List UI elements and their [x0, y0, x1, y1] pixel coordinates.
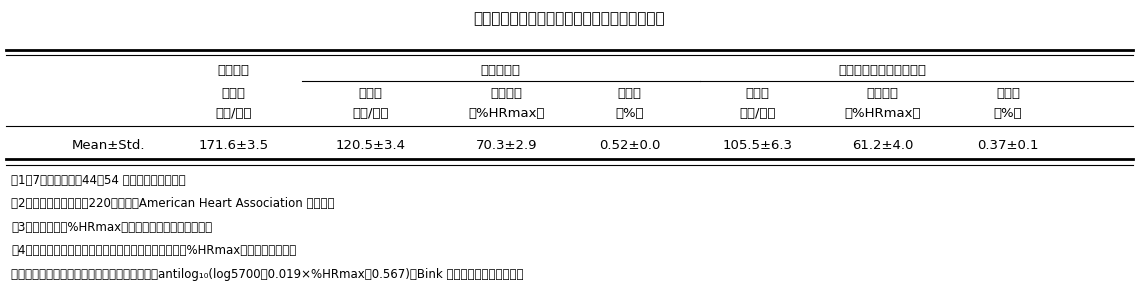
- Text: 120.5±3.4: 120.5±3.4: [335, 139, 405, 152]
- Text: （拍/分）: （拍/分）: [739, 107, 776, 120]
- Text: 0.52±0.0: 0.52±0.0: [599, 139, 661, 152]
- Text: 61.2±4.0: 61.2±4.0: [852, 139, 913, 152]
- Text: ＊　心拍水準値から推測される許容作業時間＝antilog₁₀(log5700－0.019×%HRmax＋0.567)、Bink の式と山地の式から導出: ＊ 心拍水準値から推測される許容作業時間＝antilog₁₀(log5700－0…: [11, 268, 524, 281]
- Text: 心拍水準: 心拍水準: [867, 87, 899, 100]
- Text: 機械収穫（補助作業者）: 機械収穫（補助作業者）: [838, 64, 927, 77]
- Text: 171.6±3.5: 171.6±3.5: [198, 139, 269, 152]
- Text: （%HRmax）: （%HRmax）: [468, 107, 546, 120]
- Text: （%）: （%）: [993, 107, 1023, 120]
- Text: （%）: （%）: [615, 107, 645, 120]
- Text: 推定最高: 推定最高: [218, 64, 249, 77]
- Text: （%HRmax）: （%HRmax）: [844, 107, 921, 120]
- Text: 心拍比: 心拍比: [617, 87, 642, 100]
- Text: 手取り収穫: 手取り収穫: [480, 64, 521, 77]
- Text: 0.37±0.1: 0.37±0.1: [977, 139, 1039, 152]
- Text: 心拍数: 心拍数: [221, 87, 246, 100]
- Text: Mean±Std.: Mean±Std.: [72, 139, 145, 152]
- Text: 70.3±2.9: 70.3±2.9: [476, 139, 538, 152]
- Text: 表１　手取り収穫と機械収穫作業時の作業強度: 表１ 手取り収穫と機械収穫作業時の作業強度: [474, 11, 665, 26]
- Text: 注4）心拍比＝（作業中の心拍数－安静時心拍数）／（%HRmax－安静時心拍数）: 注4）心拍比＝（作業中の心拍数－安静時心拍数）／（%HRmax－安静時心拍数）: [11, 244, 296, 257]
- Text: （拍/分）: （拍/分）: [352, 107, 388, 120]
- Text: 心拍比: 心拍比: [995, 87, 1021, 100]
- Text: 心拍数: 心拍数: [745, 87, 770, 100]
- Text: 注2）推定最高心拍数＝220－年齢、American Heart Association による。: 注2）推定最高心拍数＝220－年齢、American Heart Associa…: [11, 197, 335, 210]
- Text: 注1）7人の被験者（44～54 歳）を対象とした。: 注1）7人の被験者（44～54 歳）を対象とした。: [11, 173, 186, 187]
- Text: （拍/分）: （拍/分）: [215, 107, 252, 120]
- Text: 注3）心拍水準（%HRmax）＝心拍数／推定最高心拍数: 注3）心拍水準（%HRmax）＝心拍数／推定最高心拍数: [11, 221, 213, 234]
- Text: 心拍水準: 心拍水準: [491, 87, 523, 100]
- Text: 心拍数: 心拍数: [358, 87, 383, 100]
- Text: 105.5±6.3: 105.5±6.3: [722, 139, 793, 152]
